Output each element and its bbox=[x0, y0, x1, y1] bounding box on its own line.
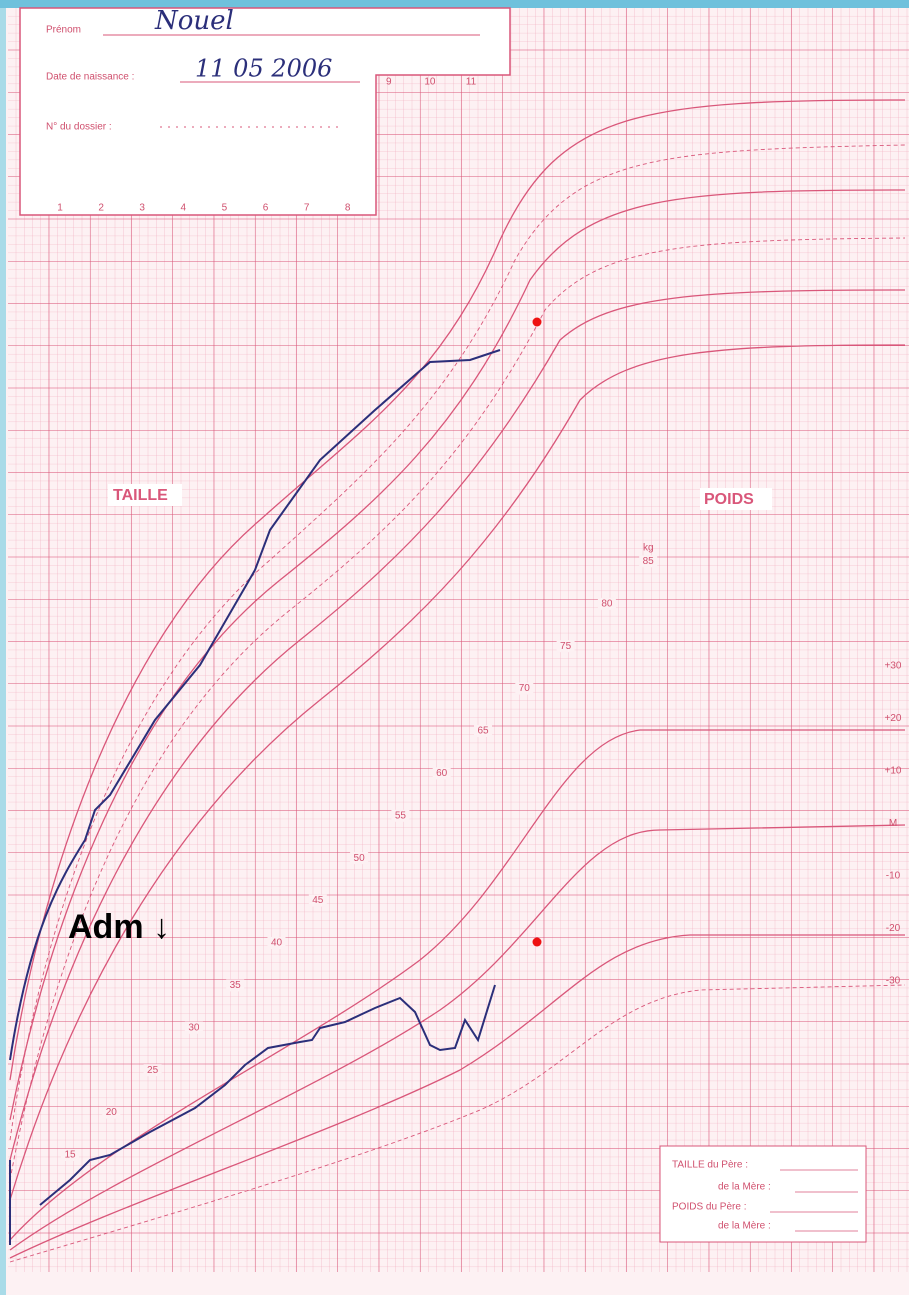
top-age-label: 11 bbox=[466, 77, 477, 88]
weight-scale-label: 60 bbox=[436, 768, 448, 779]
weight-scale-label: 25 bbox=[147, 1065, 159, 1076]
first-name-label: Prénom bbox=[46, 25, 81, 36]
top-age-label: 8 bbox=[345, 203, 351, 214]
weight-scale-label: 80 bbox=[601, 598, 613, 609]
birth-date: 11 05 2006 bbox=[195, 55, 332, 83]
mother-weight: de la Mère : bbox=[718, 1221, 771, 1232]
deviation-label: -30 bbox=[886, 976, 901, 987]
weight-scale-label: 65 bbox=[477, 726, 489, 737]
weight-scale-label: 85 bbox=[643, 556, 655, 567]
weight-unit: kg bbox=[643, 543, 654, 554]
top-age-label: 10 bbox=[424, 77, 436, 88]
top-age-label: 1 bbox=[57, 203, 63, 214]
top-age-label: 2 bbox=[98, 203, 104, 214]
annotation: Adm ↓ bbox=[68, 908, 170, 946]
red-dot bbox=[533, 318, 542, 327]
weight-scale-label: 75 bbox=[560, 641, 572, 652]
deviation-label: +10 bbox=[885, 766, 902, 777]
weight-scale-label: 40 bbox=[271, 938, 283, 949]
slide-border bbox=[0, 0, 909, 8]
deviation-label: -20 bbox=[886, 923, 901, 934]
deviation-label: +30 bbox=[885, 661, 902, 672]
top-age-label: 3 bbox=[139, 203, 145, 214]
weight-scale-label: 45 bbox=[312, 895, 324, 906]
father-weight: POIDS du Père : bbox=[672, 1202, 746, 1213]
bottom-scale-band bbox=[8, 1272, 909, 1295]
top-age-label: 5 bbox=[222, 203, 228, 214]
height-label: TAILLE bbox=[113, 487, 168, 504]
weight-scale-label: 70 bbox=[519, 683, 531, 694]
top-age-label: 9 bbox=[386, 77, 392, 88]
weight-scale-label: 55 bbox=[395, 810, 407, 821]
deviation-label: -10 bbox=[886, 871, 901, 882]
deviation-label: +20 bbox=[885, 713, 902, 724]
weight-scale-label: 20 bbox=[106, 1107, 118, 1118]
red-dot bbox=[533, 938, 542, 947]
father-height: TAILLE du Père : bbox=[672, 1160, 748, 1171]
first-name: Nouel bbox=[154, 6, 234, 36]
page: Prénom Nouel Date de naissance : 11 05 2… bbox=[0, 0, 909, 1295]
weight-scale-label: 30 bbox=[188, 1022, 200, 1033]
top-age-label: 4 bbox=[181, 203, 187, 214]
top-age-label: 7 bbox=[304, 203, 310, 214]
weight-scale-label: 35 bbox=[230, 980, 242, 991]
weight-label: POIDS bbox=[704, 491, 754, 508]
deviation-label: M bbox=[889, 818, 897, 829]
top-age-label: 6 bbox=[263, 203, 269, 214]
growth-chart-sheet: Prénom Nouel Date de naissance : 11 05 2… bbox=[0, 0, 909, 1295]
mother-height: de la Mère : bbox=[718, 1182, 771, 1193]
weight-scale-label: 15 bbox=[64, 1150, 76, 1161]
birth-date-label: Date de naissance : bbox=[46, 72, 134, 83]
weight-scale-label: 50 bbox=[354, 853, 366, 864]
file-number-label: N° du dossier : bbox=[46, 122, 112, 133]
